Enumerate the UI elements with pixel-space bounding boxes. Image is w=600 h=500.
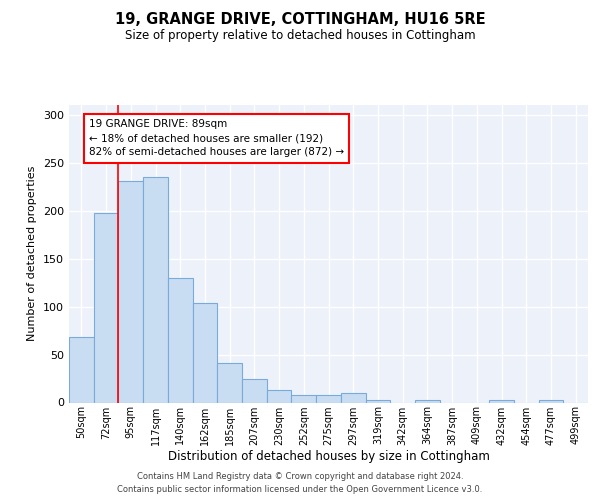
Bar <box>292 395 316 402</box>
Bar <box>267 390 292 402</box>
Bar <box>341 393 365 402</box>
Bar <box>143 177 168 402</box>
Bar <box>242 380 267 402</box>
Y-axis label: Number of detached properties: Number of detached properties <box>28 166 37 342</box>
Bar <box>316 395 341 402</box>
Text: 19, GRANGE DRIVE, COTTINGHAM, HU16 5RE: 19, GRANGE DRIVE, COTTINGHAM, HU16 5RE <box>115 12 485 28</box>
Bar <box>489 400 514 402</box>
Bar <box>118 181 143 402</box>
Bar <box>69 337 94 402</box>
Bar <box>193 302 217 402</box>
Text: 19 GRANGE DRIVE: 89sqm
← 18% of detached houses are smaller (192)
82% of semi-de: 19 GRANGE DRIVE: 89sqm ← 18% of detached… <box>89 120 344 158</box>
Bar <box>539 400 563 402</box>
X-axis label: Distribution of detached houses by size in Cottingham: Distribution of detached houses by size … <box>167 450 490 464</box>
Bar <box>365 400 390 402</box>
Bar <box>168 278 193 402</box>
Text: Contains HM Land Registry data © Crown copyright and database right 2024.
Contai: Contains HM Land Registry data © Crown c… <box>118 472 482 494</box>
Text: Size of property relative to detached houses in Cottingham: Size of property relative to detached ho… <box>125 29 475 42</box>
Bar <box>94 214 118 402</box>
Bar <box>415 400 440 402</box>
Bar <box>217 363 242 403</box>
